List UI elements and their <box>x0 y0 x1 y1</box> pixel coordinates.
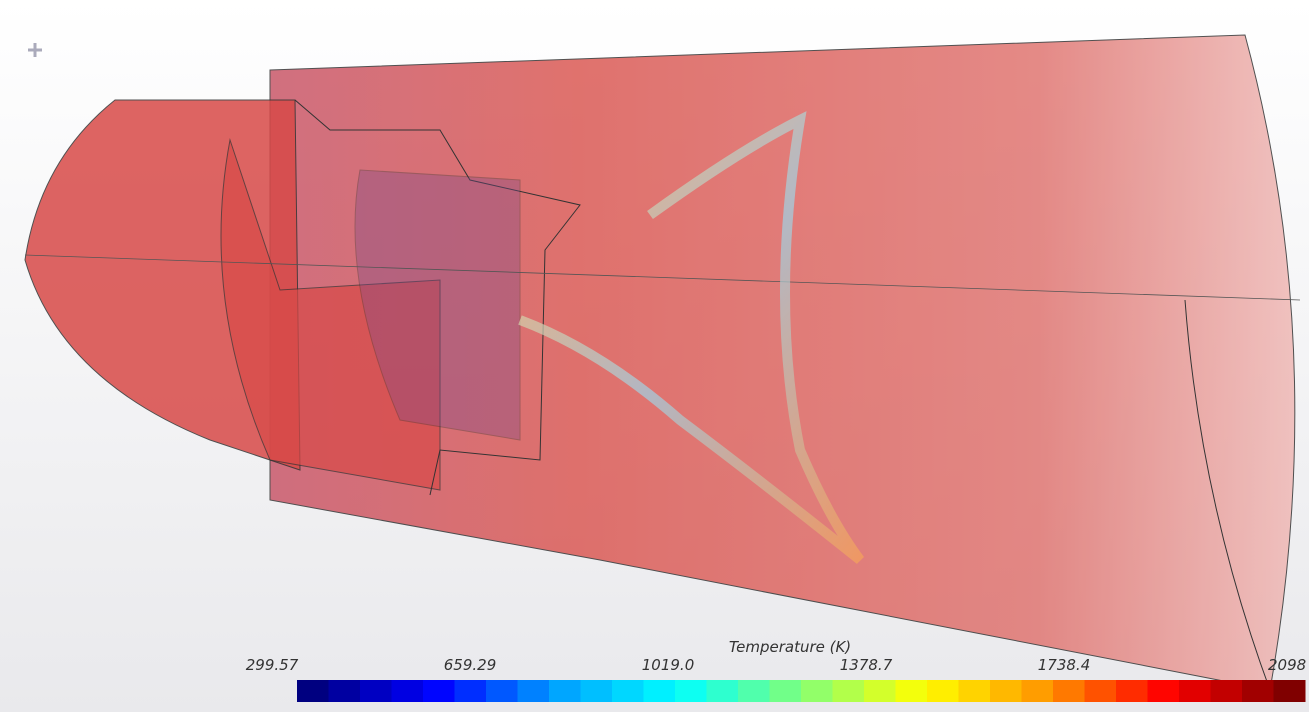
colorbar-segment <box>959 680 991 702</box>
colorbar-segment <box>896 680 928 702</box>
colorbar-segment <box>738 680 770 702</box>
colorbar-segment <box>423 680 455 702</box>
colorbar-segment <box>707 680 739 702</box>
colorbar-segment <box>1022 680 1054 702</box>
colorbar-segment <box>1085 680 1117 702</box>
colorbar-segment <box>297 680 329 702</box>
colorbar-segment <box>990 680 1022 702</box>
colorbar-tick-label: 1378.7 <box>840 656 893 674</box>
colorbar-segment <box>801 680 833 702</box>
colorbar-segment <box>392 680 424 702</box>
colorbar-tick-label: 659.29 <box>444 656 497 674</box>
colorbar-tick-label: 2098 <box>1268 656 1306 674</box>
colorbar-segment <box>927 680 959 702</box>
colorbar-segment <box>1179 680 1211 702</box>
colorbar-tick-label: 1019.0 <box>642 656 695 674</box>
colorbar-segment <box>1274 680 1306 702</box>
colorbar-segment <box>864 680 896 702</box>
colorbar-segment <box>1211 680 1243 702</box>
colorbar-segment <box>612 680 644 702</box>
colorbar-segment <box>486 680 518 702</box>
colorbar-segment <box>675 680 707 702</box>
colorbar-segment <box>644 680 676 702</box>
colorbar-segment <box>518 680 550 702</box>
colorbar-segment <box>360 680 392 702</box>
colorbar-segment <box>1148 680 1180 702</box>
scene: Temperature (K) 299.57 659.29 1019.0 1378.7… <box>0 0 1309 712</box>
colorbar-segment <box>770 680 802 702</box>
colorbar-tick-label: 1738.4 <box>1038 656 1091 674</box>
colorbar-segment <box>1242 680 1274 702</box>
colorbar-segment <box>1116 680 1148 702</box>
colorbar-segment <box>833 680 865 702</box>
colorbar-tick-label: 299.57 <box>246 656 299 674</box>
colorbar-segment <box>1053 680 1085 702</box>
colorbar-title: Temperature (K) <box>729 638 851 656</box>
colorbar-segment <box>455 680 487 702</box>
colorbar-segment <box>549 680 581 702</box>
colorbar-segment <box>329 680 361 702</box>
colorbar-segment <box>581 680 613 702</box>
viewport: Temperature (K) 299.57 659.29 1019.0 1378.7… <box>0 0 1309 712</box>
